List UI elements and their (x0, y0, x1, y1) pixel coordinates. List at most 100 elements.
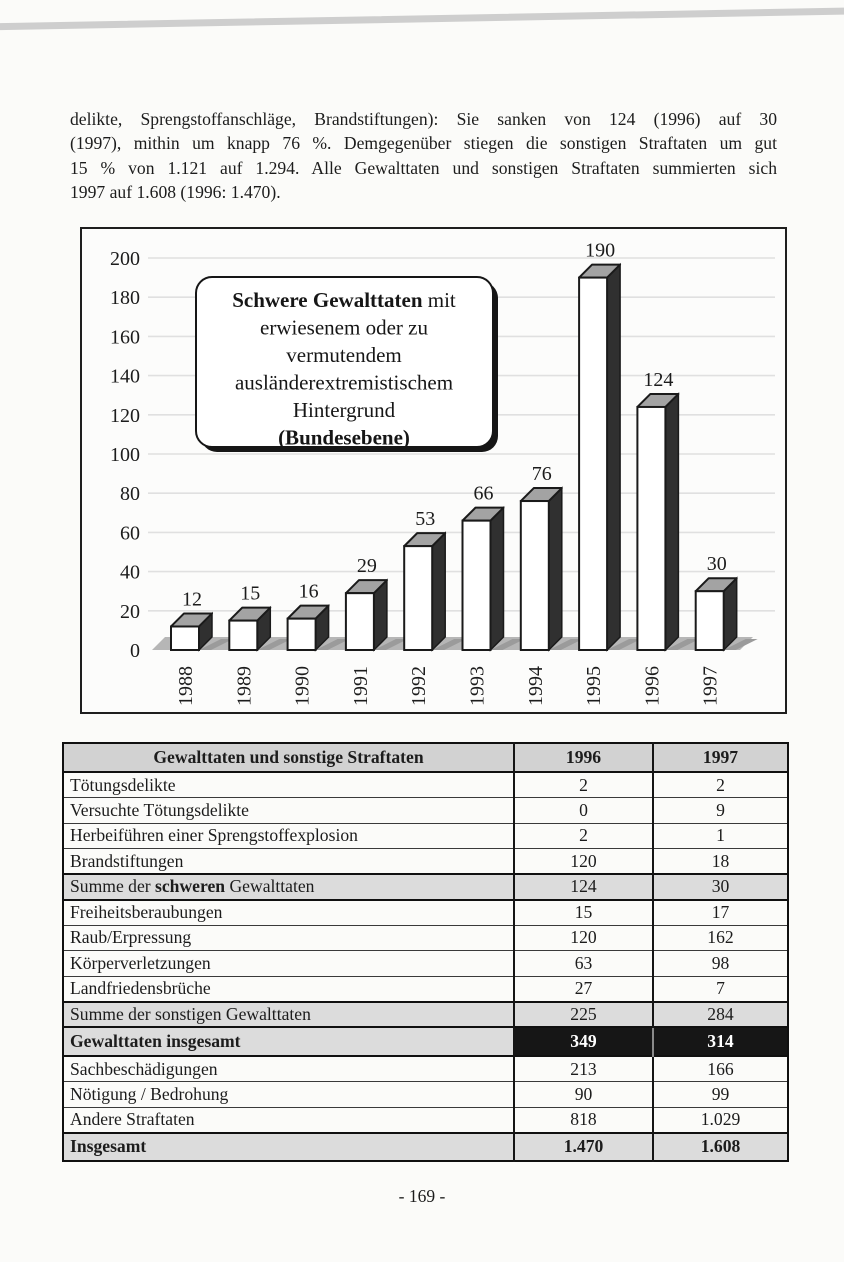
bar-side-face (606, 262, 621, 652)
chart-title-line: vermutendem (286, 343, 401, 367)
value-1996: 120 (513, 924, 653, 951)
bar-shadow (432, 639, 467, 650)
bar-side-face (489, 505, 505, 652)
bar-side-face (548, 486, 563, 652)
value-1997: 284 (652, 1001, 788, 1027)
row-label: Raub/Erpressung (63, 924, 514, 951)
bar-front-face (519, 500, 550, 652)
x-axis-label: 1991 (350, 666, 372, 706)
row-label: Herbeiführen einer Sprengstoffexplosion (63, 822, 514, 849)
x-axis-label: 1988 (175, 666, 197, 706)
y-axis-tick-label: 20 (120, 601, 140, 623)
chart-canvas: 12 1988 15 1989 16 1990 29 1991 53 1992 66 1993 76 19… (110, 240, 775, 706)
table-header-1996: 1996 (513, 743, 653, 772)
value-1996: 27 (513, 975, 653, 1002)
row-label: Summe der schweren Gewalttaten (63, 873, 514, 900)
bar-1992: 53 1992 (403, 508, 467, 706)
y-axis-tick-label: 60 (120, 522, 140, 544)
crime-bar-chart: 12 1988 15 1989 16 1990 29 1991 53 1992 66 1993 76 19… (80, 227, 787, 714)
y-axis-tick-label: 100 (110, 444, 140, 466)
value-1997: 1.029 (652, 1106, 788, 1133)
row-label: Landfriedensbrüche (63, 975, 514, 1002)
value-1997: 9 (652, 797, 788, 823)
row-label: Gewalttaten insgesamt (63, 1026, 514, 1056)
table-row: Landfriedensbrüche 27 7 (63, 975, 788, 1002)
x-axis-label: 1996 (641, 666, 663, 706)
table-header-1997: 1997 (652, 743, 788, 772)
value-1997: 1.608 (652, 1132, 788, 1161)
value-1997: 2 (652, 771, 788, 798)
paragraph-line: 1997 auf 1.608 (1996: 1.470). (70, 182, 281, 203)
table-row: Sachbeschädigungen 213 166 (63, 1055, 788, 1082)
bar-side-face (664, 392, 680, 652)
bar-shadow (199, 639, 233, 650)
table-row: Gewalttaten insgesamt 349 314 (63, 1026, 788, 1056)
chart-title-line: Hintergrund (293, 398, 396, 422)
bar-1994: 76 1994 (519, 463, 583, 706)
bar-front-face (286, 617, 317, 652)
bar-shadow (665, 639, 700, 650)
bar-shadow (257, 639, 292, 650)
value-1996: 818 (513, 1106, 653, 1133)
x-axis-label: 1993 (467, 666, 489, 706)
title-box (195, 276, 494, 448)
bar-shadow (548, 639, 583, 650)
crime-table-body: Tötungsdelikte 2 2 Versuchte Tötungsdelikte… (63, 771, 788, 1161)
bar-front-face (403, 545, 434, 651)
table-row: Freiheitsberaubungen 15 17 (63, 899, 788, 925)
value-1996: 120 (513, 848, 653, 874)
value-1997: 18 (652, 848, 788, 874)
value-1996: 1.470 (513, 1132, 653, 1161)
bar-front-face (344, 592, 375, 652)
value-1996: 15 (513, 899, 653, 925)
scan-artifact-line (0, 6, 844, 31)
bar-value-label: 190 (585, 240, 615, 262)
table-row: Herbeiführen einer Sprengstoffexplosion 2… (63, 822, 788, 849)
row-label: Summe der sonstigen Gewalttaten (63, 1001, 514, 1027)
x-axis-label: 1992 (408, 666, 430, 706)
bar-shadow (607, 639, 642, 650)
row-label: Insgesamt (63, 1132, 514, 1161)
value-1996: 63 (513, 950, 653, 976)
value-1996: 124 (513, 873, 653, 900)
x-axis-label: 1989 (233, 666, 255, 706)
value-1996: 349 (513, 1026, 653, 1056)
bar-value-label: 16 (299, 581, 319, 603)
bar-1990: 16 1990 (286, 581, 350, 706)
table-row: Raub/Erpressung 120 162 (63, 924, 788, 951)
y-axis-tick-label: 180 (110, 287, 140, 309)
row-label: Nötigung / Bedrohung (63, 1081, 514, 1107)
value-1997: 1 (652, 822, 788, 849)
paragraph-line: 15 % von 1.121 auf 1.294. Alle Gewalttat… (70, 157, 777, 178)
bar-front-face (636, 405, 667, 651)
value-1997: 7 (652, 975, 788, 1002)
bar-front-face (461, 519, 492, 652)
paragraph-line: (1997), mithin um knapp 76 %. Demgegenüb… (70, 133, 777, 154)
value-1997: 314 (652, 1026, 788, 1056)
value-1996: 90 (513, 1081, 653, 1107)
body-paragraph: delikte, Sprengstoffanschläge, Brandstif… (70, 107, 777, 205)
table-row: Versuchte Tötungsdelikte 0 9 (63, 797, 788, 823)
table-header-label: Gewalttaten und sonstige Straftaten (63, 743, 514, 772)
row-label: Andere Straftaten (63, 1106, 514, 1133)
bar-value-label: 12 (182, 588, 202, 610)
bar-value-label: 29 (357, 555, 377, 577)
y-axis-tick-label: 200 (110, 248, 140, 270)
y-axis-tick-label: 0 (130, 640, 140, 662)
row-label: Sachbeschädigungen (63, 1055, 514, 1082)
bar-1996: 124 1996 (636, 369, 700, 706)
chart-title-line: erwiesenem oder zu (260, 316, 428, 340)
bar-1995: 190 1995 (578, 240, 642, 706)
bar-shadow (723, 639, 758, 650)
bar-value-label: 76 (532, 463, 552, 485)
page-number: - 169 - (398, 1186, 446, 1206)
chart-title-line: Schwere Gewalttaten mit (232, 288, 456, 312)
bar-front-face (228, 619, 259, 652)
row-label: Tötungsdelikte (63, 771, 514, 798)
chart-title-line: (Bundesebene) (278, 426, 410, 450)
table-row: Summe der sonstigen Gewalttaten 225 284 (63, 1001, 788, 1027)
table-row: Körperverletzungen 63 98 (63, 950, 788, 976)
y-axis-tick-label: 160 (110, 326, 140, 348)
table-row: Tötungsdelikte 2 2 (63, 771, 788, 798)
